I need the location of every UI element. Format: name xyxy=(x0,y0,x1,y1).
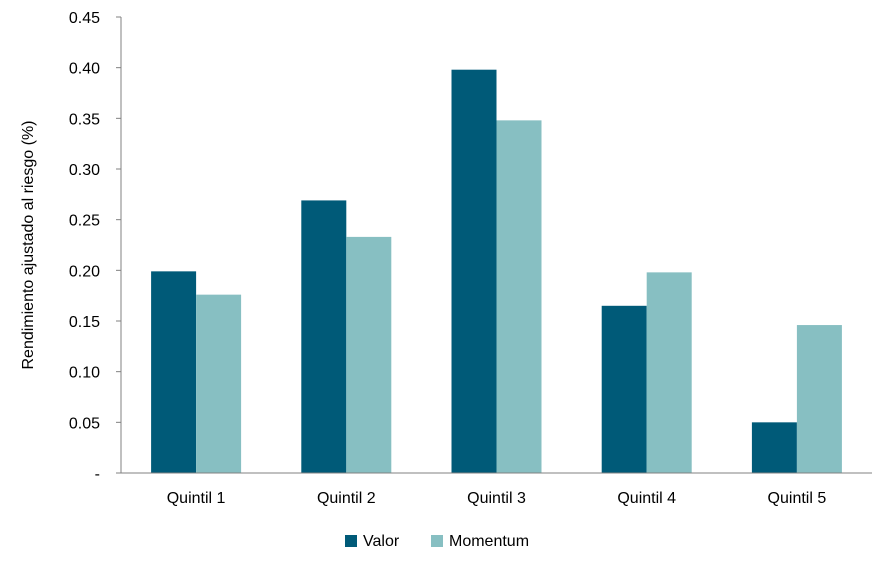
legend-swatch-momentum xyxy=(431,535,443,547)
legend-label-valor: Valor xyxy=(363,533,400,550)
y-tick-label: 0.10 xyxy=(69,365,100,382)
y-tick-label: 0.30 xyxy=(69,162,100,179)
bar-momentum-5 xyxy=(797,325,842,473)
bar-momentum-2 xyxy=(346,237,391,473)
y-axis-title: Rendimiento ajustado al riesgo (%) xyxy=(20,120,37,369)
x-labels-layer: Quintil 1 Quintil 2 Quintil 3 Quintil 4 Quin… xyxy=(167,490,827,507)
bars-layer xyxy=(151,70,842,473)
y-ticks-layer: - 0.05 0.10 0.15 0.20 0.25 0.30 0.35 0.40 0.45 xyxy=(69,10,121,483)
bar-momentum-3 xyxy=(497,120,542,473)
bar-momentum-4 xyxy=(647,272,692,473)
y-tick-label: 0.35 xyxy=(69,111,100,128)
y-tick-label: 0.45 xyxy=(69,10,100,27)
y-tick-label: 0.20 xyxy=(69,263,100,280)
y-tick-label: 0.05 xyxy=(69,415,100,432)
y-tick-label: - xyxy=(95,466,100,483)
legend: Valor Momentum xyxy=(345,533,529,550)
bar-valor-1 xyxy=(151,271,196,473)
bar-momentum-1 xyxy=(196,295,241,473)
y-tick-label: 0.40 xyxy=(69,61,100,78)
legend-label-momentum: Momentum xyxy=(449,533,529,550)
bar-valor-4 xyxy=(602,306,647,473)
x-category-label: Quintil 2 xyxy=(317,490,376,507)
y-tick-label: 0.25 xyxy=(69,213,100,230)
bar-valor-2 xyxy=(301,200,346,473)
bar-valor-3 xyxy=(452,70,497,473)
x-category-label: Quintil 5 xyxy=(768,490,827,507)
bar-valor-5 xyxy=(752,422,797,473)
legend-swatch-valor xyxy=(345,535,357,547)
x-category-label: Quintil 4 xyxy=(617,490,676,507)
x-category-label: Quintil 1 xyxy=(167,490,226,507)
x-category-label: Quintil 3 xyxy=(467,490,526,507)
y-tick-label: 0.15 xyxy=(69,314,100,331)
